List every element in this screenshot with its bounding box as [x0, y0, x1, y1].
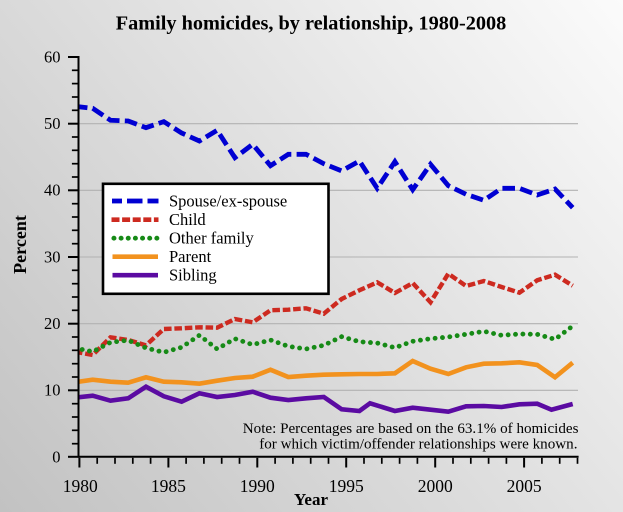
svg-text:Spouse/ex-spouse: Spouse/ex-spouse — [169, 191, 287, 210]
svg-text:2000: 2000 — [418, 476, 453, 496]
svg-text:for which victim/offender rela: for which victim/offender relationships … — [259, 437, 577, 453]
svg-text:1995: 1995 — [329, 476, 364, 496]
svg-text:1990: 1990 — [240, 476, 275, 496]
svg-text:20: 20 — [44, 314, 61, 333]
svg-text:30: 30 — [44, 247, 61, 266]
svg-text:1985: 1985 — [151, 476, 186, 496]
svg-text:Other family: Other family — [169, 228, 255, 247]
svg-text:Family homicides, by relations: Family homicides, by relationship, 1980-… — [116, 13, 507, 35]
svg-text:Note: Percentages are based on: Note: Percentages are based on the 63.1%… — [243, 421, 579, 437]
svg-text:1980: 1980 — [63, 476, 98, 496]
svg-text:50: 50 — [44, 114, 61, 133]
svg-text:10: 10 — [44, 381, 61, 400]
svg-text:2005: 2005 — [507, 476, 542, 496]
svg-text:0: 0 — [52, 447, 60, 466]
svg-text:Sibling: Sibling — [169, 265, 217, 284]
svg-text:60: 60 — [44, 47, 61, 66]
svg-text:Parent: Parent — [169, 247, 212, 266]
svg-text:Percent: Percent — [10, 215, 30, 274]
svg-text:Year: Year — [294, 490, 328, 509]
svg-text:Child: Child — [169, 210, 206, 229]
svg-text:40: 40 — [44, 181, 61, 200]
